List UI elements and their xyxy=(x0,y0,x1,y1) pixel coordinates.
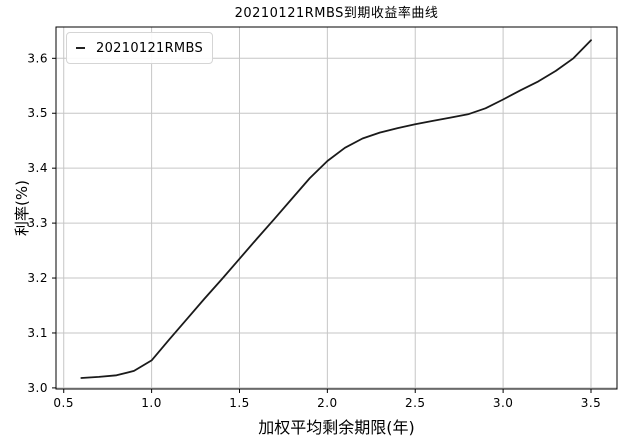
yield-curve-line xyxy=(80,39,592,379)
x-tick-label: 1.5 xyxy=(229,396,250,410)
chart-title: 20210121RMBS到期收益率曲线 xyxy=(234,6,439,21)
y-tick-label: 3.6 xyxy=(27,51,48,65)
x-tick-label: 1.0 xyxy=(141,396,162,410)
x-tick-label: 3.5 xyxy=(581,396,602,410)
x-tick-label: 3.0 xyxy=(493,396,514,410)
legend-label: 20210121RMBS xyxy=(96,40,203,56)
x-tick-label: 2.0 xyxy=(317,396,338,410)
legend-line-sample xyxy=(76,47,86,49)
y-tick-label: 3.5 xyxy=(27,106,48,120)
x-axis-label: 加权平均剩余期限(年) xyxy=(258,418,415,437)
plot-border xyxy=(55,26,618,390)
y-tick-label: 3.4 xyxy=(27,161,48,175)
y-tick-label: 3.1 xyxy=(27,326,48,340)
x-tick-label: 0.5 xyxy=(53,396,74,410)
legend: 20210121RMBS xyxy=(66,32,213,64)
y-tick-label: 3.2 xyxy=(27,271,48,285)
y-tick-label: 3.0 xyxy=(27,381,48,395)
y-tick-label: 3.3 xyxy=(27,216,48,230)
x-tick-label: 2.5 xyxy=(405,396,426,410)
